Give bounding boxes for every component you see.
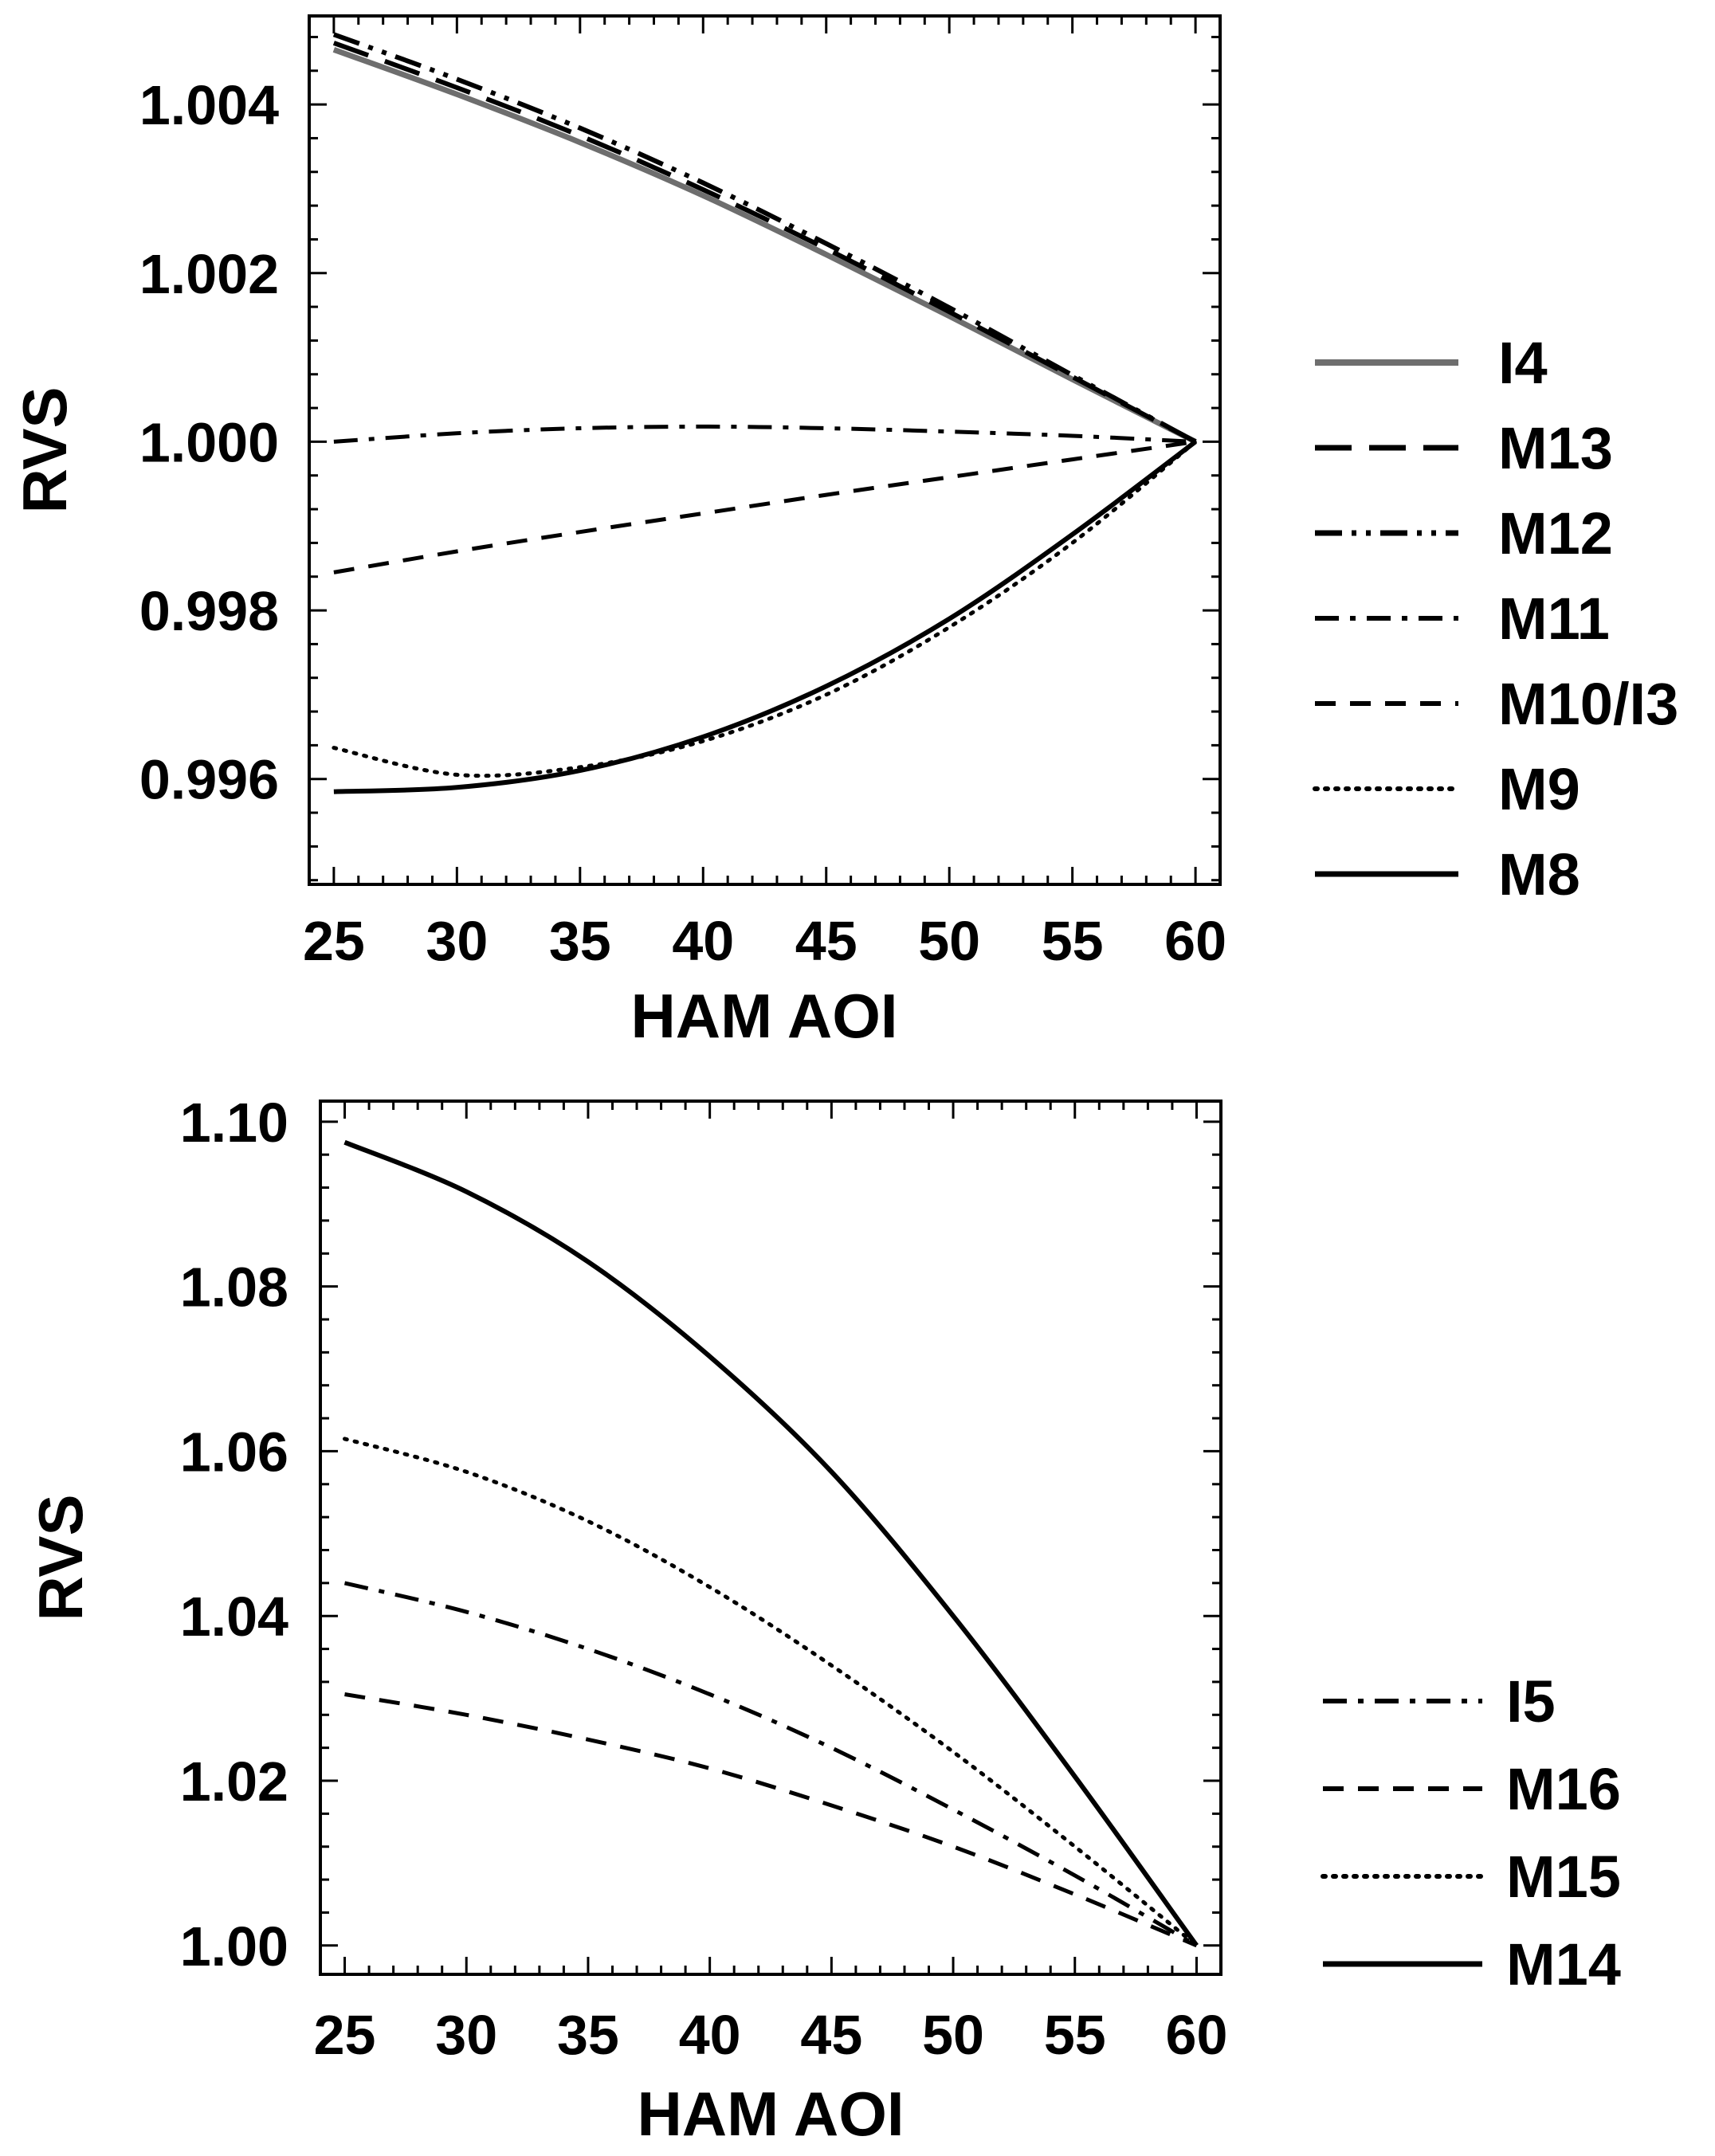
x-tick-label: 30 [426,910,488,972]
y-tick-label: 1.004 [139,74,279,136]
x-tick-label: 55 [1042,910,1104,972]
tick-labels-bottom: 25 30 35 40 45 50 55 60 1.00 1.02 1.04 1.06 1.08 1.10 [180,1092,1228,2066]
y-tick-label: 1.04 [180,1586,288,1648]
x-tick-label: 40 [672,910,734,972]
tick-labels-top: 25 30 35 40 45 50 55 60 0.996 0.998 1.000 1.002 1.00… [139,74,1226,972]
chart-bottom: 25 30 35 40 45 50 55 60 1.00 1.02 1.04 1.06 1.08 1.10… [26,1092,1621,2149]
x-tick-label: 45 [795,910,858,972]
legend-label-m8: M8 [1498,841,1580,907]
y-tick-label: 1.10 [180,1092,288,1154]
y-tick-label: 1.06 [180,1421,288,1483]
series-line-m16 [344,1692,1198,1948]
ticks-top [308,16,1222,884]
y-tick-label: 1.00 [180,1915,288,1978]
series-line-m9 [332,439,1198,778]
y-tick-label: 0.998 [139,580,279,642]
x-tick-label: 50 [918,910,980,972]
x-tick-label: 35 [557,2004,619,2066]
series-group-bottom [343,1139,1199,1948]
ticks-bottom [319,1101,1222,1974]
chart-top: 25 30 35 40 45 50 55 60 0.996 0.998 1.000 1.002 1.00… [10,14,1678,1051]
x-tick-label: 55 [1044,2004,1106,2066]
legend-bottom: I5 M16 M15 M14 [1321,1668,1621,1997]
legend-label-m14: M14 [1506,1931,1621,1997]
x-axis-label: HAM AOI [630,981,897,1051]
legend-label-i5: I5 [1506,1668,1556,1735]
series-line-i5 [343,1581,1198,1947]
x-tick-label: 25 [314,2004,376,2066]
series-line-m8 [333,440,1197,794]
y-tick-label: 0.996 [139,749,279,811]
series-line-m11 [333,424,1196,444]
plot-frame-top [308,14,1222,886]
legend-label-m16: M16 [1506,1756,1621,1822]
series-line-i4 [332,47,1197,445]
legend-label-m11: M11 [1498,586,1610,652]
x-tick-label: 40 [679,2004,741,2066]
x-tick-label: 60 [1166,2004,1228,2066]
x-tick-label: 50 [922,2004,984,2066]
x-tick-label: 35 [549,910,611,972]
legend-label-m10-i3: M10/I3 [1498,671,1678,737]
y-tick-label: 1.000 [139,411,279,473]
y-tick-label: 1.08 [180,1256,288,1319]
series-line-m12 [332,32,1197,445]
legend-label-i4: I4 [1498,330,1548,396]
series-line-m15 [343,1437,1199,1948]
y-axis-label: RVS [26,1495,96,1621]
y-axis-label: RVS [10,387,80,514]
x-axis-label: HAM AOI [637,2079,904,2149]
legend-top: I4 M13 M12 M11 M10/I3 M9 M8 [1313,330,1678,907]
y-tick-label: 1.02 [180,1750,288,1813]
legend-label-m15: M15 [1506,1844,1621,1910]
series-line-m10-i3 [333,439,1196,574]
legend-label-m12: M12 [1498,500,1613,566]
series-line-m14 [343,1139,1199,1947]
legend-label-m13: M13 [1498,415,1613,481]
x-tick-label: 60 [1164,910,1226,972]
plot-frame-bottom [319,1100,1222,1976]
series-group-top [332,32,1198,794]
y-tick-label: 1.002 [139,243,279,305]
legend-label-m9: M9 [1498,756,1580,822]
x-tick-label: 45 [800,2004,862,2066]
x-tick-label: 30 [435,2004,497,2066]
x-tick-label: 25 [303,910,365,972]
